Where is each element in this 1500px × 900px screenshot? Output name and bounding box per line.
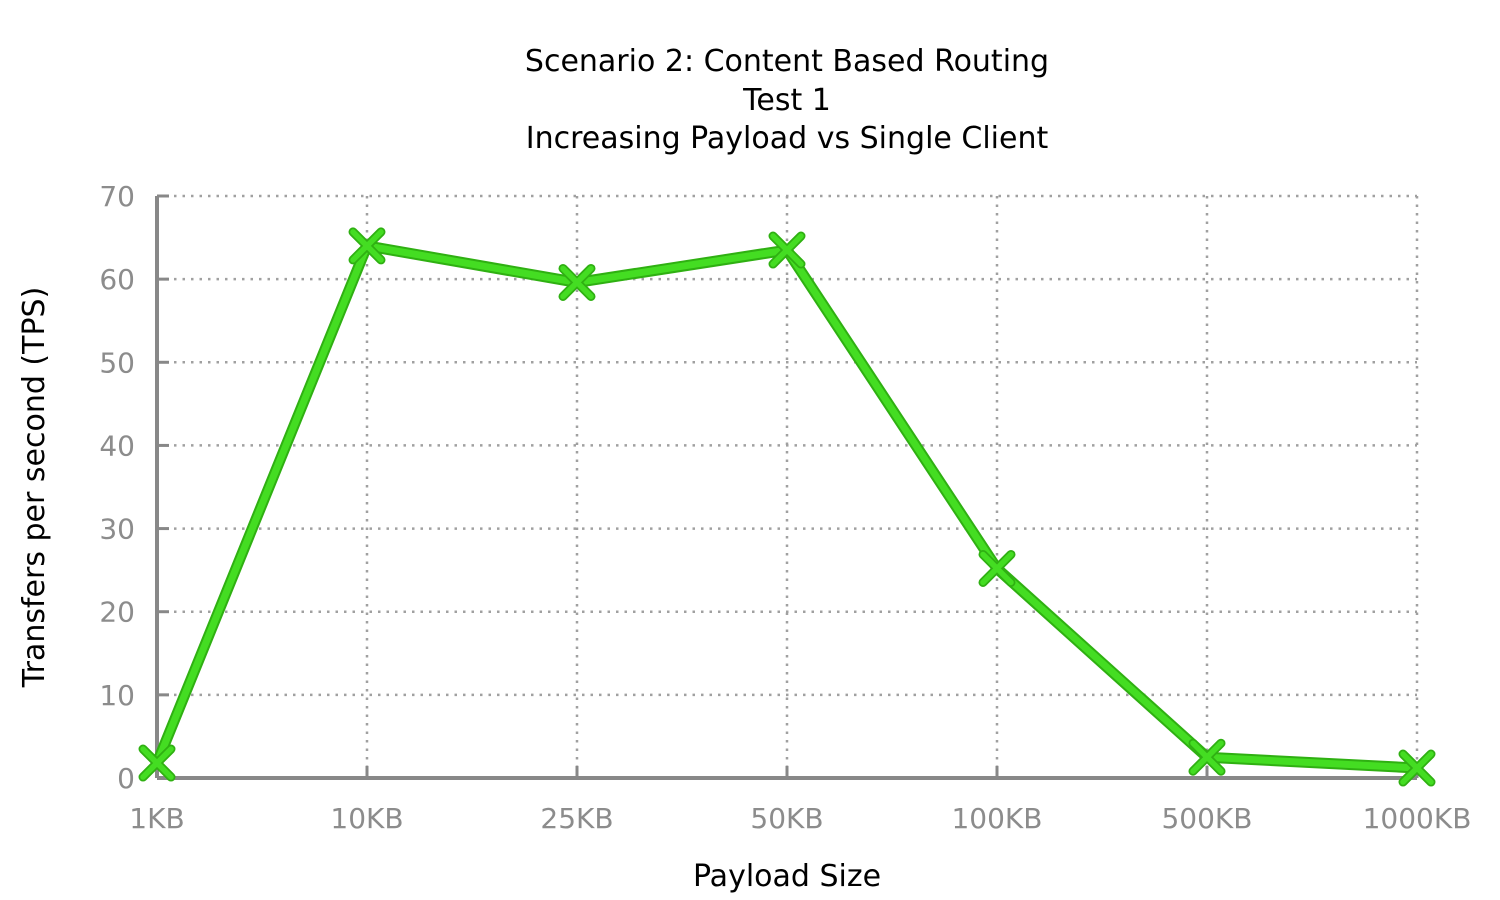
- y-tick-label: 40: [99, 429, 135, 462]
- x-tick-label: 1000KB: [1363, 802, 1472, 835]
- x-tick-label: 25KB: [540, 802, 613, 835]
- x-tick-label: 10KB: [330, 802, 403, 835]
- x-axis-label: Payload Size: [693, 859, 881, 894]
- x-tick-label: 1KB: [129, 802, 184, 835]
- x-tick-labels: 1KB 10KB 25KB 50KB 100KB 500KB 1000KB: [129, 802, 1471, 835]
- chart-title: Scenario 2: Content Based Routing Test 1…: [525, 44, 1049, 156]
- chart-title-line-2: Test 1: [742, 83, 831, 118]
- y-tick-label: 10: [99, 679, 135, 712]
- chart-title-line-3: Increasing Payload vs Single Client: [526, 121, 1049, 156]
- y-tick-labels: 0 10 20 30 40 50 60 70: [99, 180, 135, 795]
- x-tick-label: 50KB: [750, 802, 823, 835]
- y-tick-label: 30: [99, 513, 135, 546]
- y-tick-label: 20: [99, 596, 135, 629]
- y-tick-label: 70: [99, 180, 135, 213]
- chart-title-line-1: Scenario 2: Content Based Routing: [525, 44, 1049, 79]
- x-tick-label: 500KB: [1161, 802, 1252, 835]
- y-tick-label: 0: [117, 762, 135, 795]
- y-tick-label: 60: [99, 263, 135, 296]
- y-axis-label: Transfers per second (TPS): [17, 287, 52, 689]
- x-tick-label: 100KB: [951, 802, 1042, 835]
- y-tick-label: 50: [99, 346, 135, 379]
